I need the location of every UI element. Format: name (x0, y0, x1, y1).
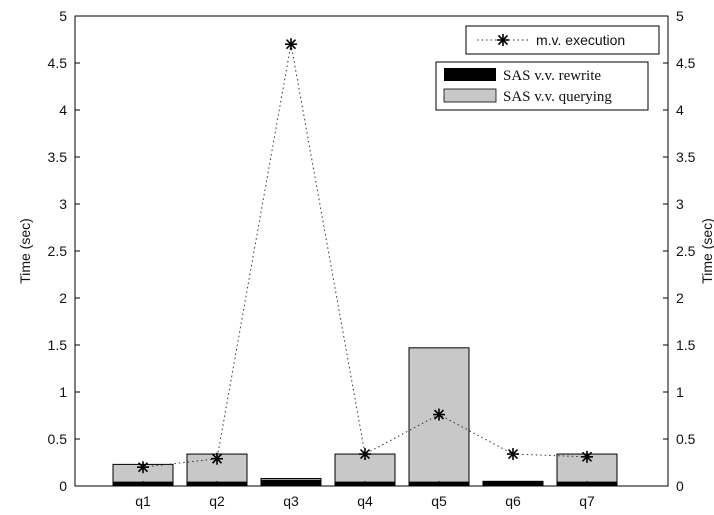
y-tick-label-right: 1.5 (676, 337, 696, 353)
y-tick-label-left: 4.5 (48, 55, 68, 71)
legend-line: m.v. execution (465, 25, 660, 55)
y-tick-label-left: 3 (59, 196, 67, 212)
point-mv-execution (285, 38, 297, 51)
y-tick-label-right: 0.5 (676, 431, 696, 447)
y-tick-label-right: 3 (676, 196, 684, 212)
point-mv-execution (359, 448, 371, 461)
legend-label-querying: SAS v.v. querying (503, 89, 612, 105)
y-tick-label-right: 2.5 (676, 243, 696, 259)
axes-layer: 0 0 0.5 0.5 1 1 1.5 1.5 2 2 2.5 2.5 3 3 3.5 3.5 4 4 4.5 4.5… (48, 8, 696, 509)
y-tick-label-left: 1 (59, 384, 67, 400)
point-mv-execution (581, 450, 593, 463)
x-tick-label: q4 (357, 493, 373, 509)
legend-swatch-rewrite (444, 68, 496, 81)
y-tick-label-left: 4 (59, 102, 67, 118)
y-tick-label-left: 1.5 (48, 337, 68, 353)
point-mv-execution (433, 408, 445, 421)
y-tick-label-right: 3.5 (676, 149, 696, 165)
y-tick-label-left: 2 (59, 290, 67, 306)
x-tick-label: q2 (209, 493, 225, 509)
y-tick-label-right: 1 (676, 384, 684, 400)
y-tick-label-left: 3.5 (48, 149, 68, 165)
y-axis-title-left: Time (sec) (17, 218, 33, 284)
y-tick-label-left: 0 (59, 478, 67, 494)
y-tick-label-right: 5 (676, 8, 684, 24)
x-tick-label: q7 (579, 493, 595, 509)
y-tick-label-right: 0 (676, 478, 684, 494)
legend-label-rewrite: SAS v.v. rewrite (503, 68, 601, 84)
point-mv-execution (137, 461, 149, 474)
y-tick-label-right: 4 (676, 102, 684, 118)
legend-bars: SAS v.v. rewrite SAS v.v. querying (435, 61, 649, 111)
x-tick-label: q5 (431, 493, 447, 509)
bars-layer (112, 347, 618, 487)
y-tick-label-right: 2 (676, 290, 684, 306)
line-layer (137, 38, 593, 474)
y-axis-title-right: Time (sec) (699, 218, 714, 284)
legend-swatch-querying (443, 88, 497, 103)
x-tick-label: q3 (283, 493, 299, 509)
y-tick-label-left: 0.5 (48, 431, 68, 447)
legend-asterisk-marker (497, 34, 509, 46)
point-mv-execution (507, 448, 519, 461)
y-tick-label-left: 2.5 (48, 243, 68, 259)
legend-label-line: m.v. execution (536, 32, 625, 48)
x-tick-label: q6 (505, 493, 521, 509)
y-tick-label-right: 4.5 (676, 55, 696, 71)
y-tick-label-left: 5 (59, 8, 67, 24)
point-mv-execution (211, 452, 223, 465)
x-tick-label: q1 (135, 493, 151, 509)
